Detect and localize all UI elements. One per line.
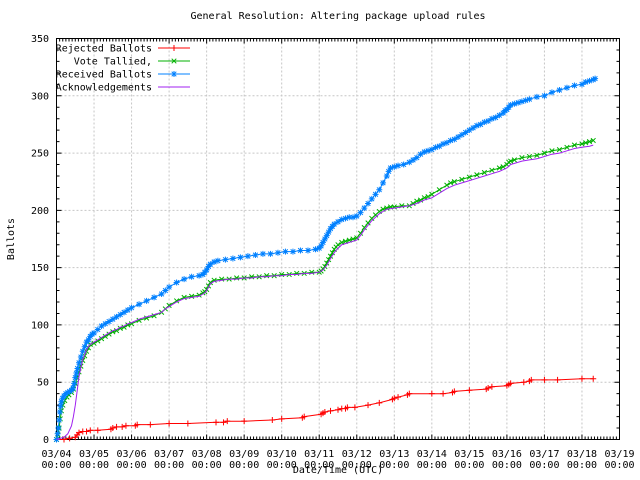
- series-received-ballots: [53, 75, 599, 443]
- x-tick-label-date: 03/19: [604, 449, 634, 460]
- x-tick-label-time: 00:00: [304, 460, 334, 471]
- y-tick-label: 250: [31, 149, 49, 160]
- legend-sample-asterisk-marker: [158, 71, 190, 77]
- x-tick-label-time: 00:00: [604, 460, 634, 471]
- legend-item-rejected-ballots: Rejected Ballots: [56, 44, 190, 55]
- x-tick-label-date: 03/04: [41, 449, 71, 460]
- y-tick-label: 50: [37, 378, 49, 389]
- x-tick-label-time: 00:00: [229, 460, 259, 471]
- x-tick-label-date: 03/06: [117, 449, 147, 460]
- series-markers: [53, 75, 599, 443]
- x-tick-label-date: 03/10: [267, 449, 297, 460]
- x-tick-label-time: 00:00: [529, 460, 559, 471]
- series-line: [56, 140, 594, 440]
- x-tick-label-date: 03/14: [417, 449, 447, 460]
- legend-item-acknowledgements: Acknowledgements: [56, 83, 190, 94]
- x-tick-label-date: 03/11: [304, 449, 334, 460]
- legend-label: Vote Tallied,: [74, 57, 152, 68]
- x-tick-label-date: 03/05: [79, 449, 109, 460]
- y-tick-label: 300: [31, 91, 49, 102]
- legend-item-vote-tallied: Vote Tallied,: [74, 57, 190, 68]
- y-axis-label: Ballots: [6, 218, 17, 260]
- x-tick-label-date: 03/12: [342, 449, 372, 460]
- series-line: [56, 78, 596, 440]
- x-tick-label-time: 00:00: [267, 460, 297, 471]
- x-tick-label-time: 00:00: [454, 460, 484, 471]
- legend-label: Acknowledgements: [56, 83, 152, 94]
- legend-sample-cross-marker: [158, 58, 190, 64]
- x-tick-label-time: 00:00: [417, 460, 447, 471]
- x-axis-label: Date/Time (UTC): [293, 465, 383, 476]
- plot-generated: 05010015020025030035003/0400:0003/0500:0…: [31, 34, 635, 471]
- x-tick-label-date: 03/09: [229, 449, 259, 460]
- x-tick-label-time: 00:00: [154, 460, 184, 471]
- series-acknowledgements: [56, 144, 594, 440]
- series-markers: [53, 375, 597, 443]
- x-tick-label-date: 03/15: [454, 449, 484, 460]
- x-tick-label-time: 00:00: [41, 460, 71, 471]
- x-tick-label-time: 00:00: [379, 460, 409, 471]
- legend-sample-plus-marker: [158, 45, 190, 51]
- x-tick-label-date: 03/07: [154, 449, 184, 460]
- series-rejected-ballots: [53, 375, 597, 443]
- x-tick-label-date: 03/17: [529, 449, 559, 460]
- y-tick-label: 100: [31, 320, 49, 331]
- series-vote-tallied: [53, 137, 596, 443]
- x-tick-label-time: 00:00: [117, 460, 147, 471]
- series-line: [56, 144, 594, 440]
- legend-label: Received Ballots: [56, 70, 152, 81]
- x-tick-label-date: 03/08: [192, 449, 222, 460]
- series-markers: [53, 137, 596, 443]
- y-tick-label: 0: [43, 435, 49, 446]
- x-tick-label-time: 00:00: [192, 460, 222, 471]
- chart-title: General Resolution: Altering package upl…: [190, 11, 485, 22]
- x-tick-label-time: 00:00: [492, 460, 522, 471]
- x-tick-label-date: 03/13: [379, 449, 409, 460]
- x-tick-label-time: 00:00: [342, 460, 372, 471]
- y-tick-label: 350: [31, 34, 49, 45]
- legend-item-received-ballots: Received Ballots: [56, 70, 190, 81]
- x-tick-label-date: 03/16: [492, 449, 522, 460]
- y-tick-label: 150: [31, 263, 49, 274]
- x-tick-label-date: 03/18: [567, 449, 597, 460]
- legend: Rejected Ballots Vote Tallied, Received Ba…: [56, 44, 190, 94]
- x-tick-label-time: 00:00: [567, 460, 597, 471]
- gridlines: [56, 38, 620, 440]
- y-tick-label: 200: [31, 206, 49, 217]
- legend-label: Rejected Ballots: [56, 44, 152, 55]
- x-tick-label-time: 00:00: [79, 460, 109, 471]
